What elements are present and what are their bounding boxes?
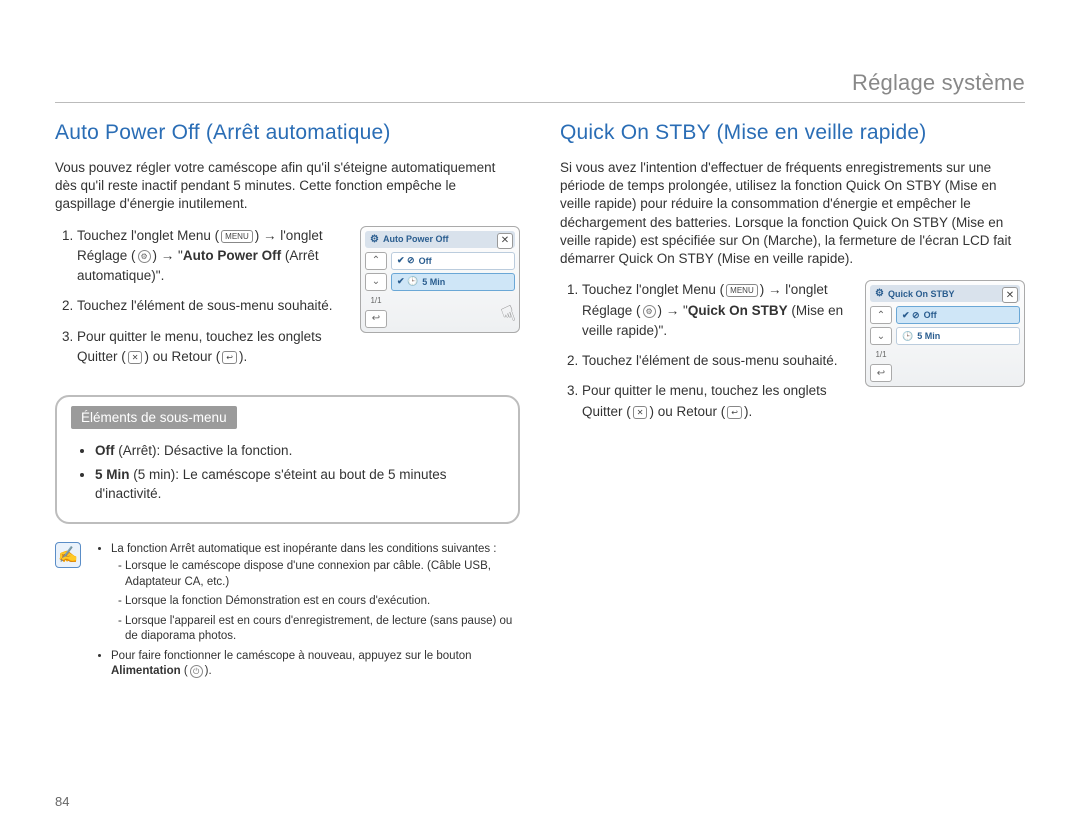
return-icon: ↩ — [222, 351, 237, 364]
lcd-return-button[interactable]: ↩ — [870, 364, 892, 382]
right-steps: Touchez l'onglet Menu (MENU) → l'onglet … — [560, 280, 851, 432]
left-intro: Vous pouvez régler votre caméscope afin … — [55, 159, 520, 214]
manual-page: Réglage système Auto Power Off (Arrêt au… — [55, 70, 1025, 787]
close-icon: ✕ — [128, 351, 143, 364]
lcd-title-text: Auto Power Off — [383, 234, 449, 244]
lcd-up-button[interactable]: ⌃ — [870, 306, 892, 324]
left-steps: Touchez l'onglet Menu (MENU) → l'onglet … — [55, 226, 346, 378]
return-icon: ↩ — [727, 406, 742, 419]
lcd-return-button[interactable]: ↩ — [365, 310, 387, 328]
submenu-tag: Éléments de sous-menu — [71, 406, 237, 429]
lcd-page-indicator: 1/1 — [870, 350, 892, 359]
note-sub-1a: Lorsque le caméscope dispose d'une conne… — [125, 559, 520, 590]
lcd-close-button[interactable]: ✕ — [497, 233, 513, 249]
note-icon: ✍ — [55, 542, 81, 568]
close-icon: ✕ — [633, 406, 648, 419]
left-column: Auto Power Off (Arrêt automatique) Vous … — [55, 121, 520, 684]
lcd-title-bar: ⚙ Quick On STBY — [870, 285, 1020, 302]
left-step-3: Pour quitter le menu, touchez les onglet… — [77, 327, 346, 368]
lcd-option-5min[interactable]: ✔ 🕒 5 Min — [391, 273, 515, 291]
gear-icon: ⚙ — [370, 234, 379, 245]
lcd-title-text: Quick On STBY — [888, 289, 955, 299]
right-column: Quick On STBY (Mise en veille rapide) Si… — [560, 121, 1025, 684]
right-step-2: Touchez l'élément de sous-menu souhaité. — [582, 351, 851, 371]
menu-icon: MENU — [726, 284, 758, 297]
right-title: Quick On STBY (Mise en veille rapide) — [560, 121, 1025, 145]
lcd-option-5min[interactable]: 🕒 5 Min — [896, 327, 1020, 345]
lcd-preview-left: ⚙ Auto Power Off ✕ ⌃ ⌄ 1/1 ↩ ✔ ⊘ Off — [360, 226, 520, 333]
submenu-list: Off (Arrêt): Désactive la fonction. 5 Mi… — [73, 441, 502, 504]
note-sub-1b: Lorsque la fonction Démonstration est en… — [125, 594, 520, 610]
note-item-1: La fonction Arrêt automatique est inopér… — [111, 542, 520, 645]
note-block: ✍ La fonction Arrêt automatique est inop… — [55, 542, 520, 684]
lcd-up-button[interactable]: ⌃ — [365, 252, 387, 270]
note-item-2: Pour faire fonctionner le caméscope à no… — [111, 649, 520, 680]
left-steps-row: Touchez l'onglet Menu (MENU) → l'onglet … — [55, 226, 520, 378]
lcd-page-indicator: 1/1 — [365, 296, 387, 305]
submenu-item-5min: 5 Min (5 min): Le caméscope s'éteint au … — [95, 465, 502, 504]
right-intro: Si vous avez l'intention d'effectuer de … — [560, 159, 1025, 268]
left-step-1: Touchez l'onglet Menu (MENU) → l'onglet … — [77, 226, 346, 287]
lcd-option-off[interactable]: ✔ ⊘ Off — [391, 252, 515, 270]
gear-icon: ⚙ — [643, 305, 656, 318]
submenu-item-off: Off (Arrêt): Désactive la fonction. — [95, 441, 502, 461]
submenu-box: Éléments de sous-menu Off (Arrêt): Désac… — [55, 395, 520, 524]
left-step-2: Touchez l'élément de sous-menu souhaité. — [77, 296, 346, 316]
page-header: Réglage système — [55, 70, 1025, 103]
lcd-down-button[interactable]: ⌄ — [365, 273, 387, 291]
lcd-title-bar: ⚙ Auto Power Off — [365, 231, 515, 248]
gear-icon: ⚙ — [875, 288, 884, 299]
power-icon: ⏻ — [190, 665, 203, 678]
note-sub-1c: Lorsque l'appareil est en cours d'enregi… — [125, 614, 520, 645]
right-step-3: Pour quitter le menu, touchez les onglet… — [582, 381, 851, 422]
lcd-down-button[interactable]: ⌄ — [870, 327, 892, 345]
left-title: Auto Power Off (Arrêt automatique) — [55, 121, 520, 145]
gear-icon: ⚙ — [138, 250, 151, 263]
lcd-preview-right: ⚙ Quick On STBY ✕ ⌃ ⌄ 1/1 ↩ ✔ ⊘ Off — [865, 280, 1025, 387]
note-body: La fonction Arrêt automatique est inopér… — [93, 542, 520, 684]
right-step-1: Touchez l'onglet Menu (MENU) → l'onglet … — [582, 280, 851, 341]
page-number: 84 — [55, 794, 69, 809]
menu-icon: MENU — [221, 230, 253, 243]
right-steps-row: Touchez l'onglet Menu (MENU) → l'onglet … — [560, 280, 1025, 432]
lcd-option-off[interactable]: ✔ ⊘ Off — [896, 306, 1020, 324]
two-column-layout: Auto Power Off (Arrêt automatique) Vous … — [55, 121, 1025, 684]
lcd-close-button[interactable]: ✕ — [1002, 287, 1018, 303]
